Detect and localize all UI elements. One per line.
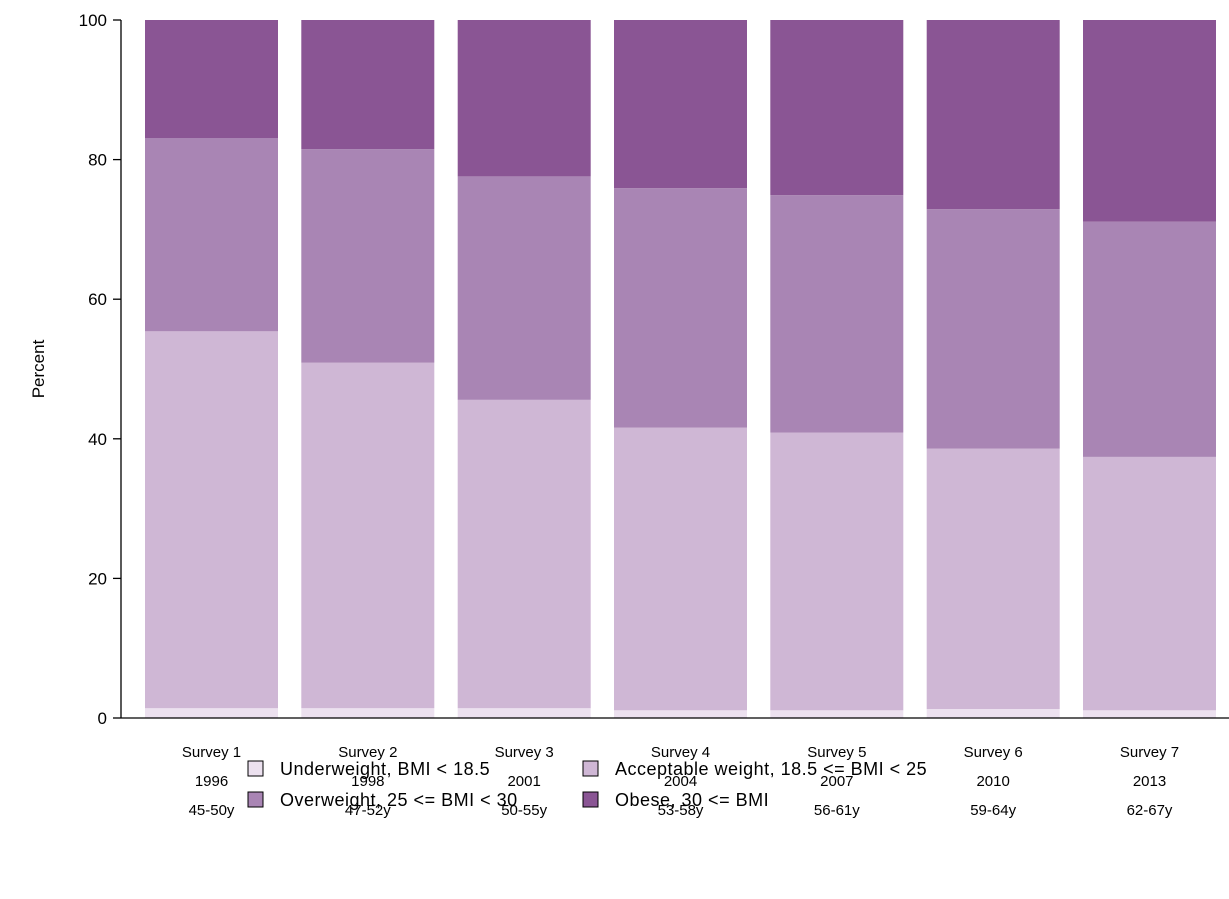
x-label-7-line-3: 62-67y	[1127, 802, 1173, 819]
y-tick-label-60: 60	[88, 290, 107, 309]
bar-segment-s3-c1	[145, 138, 278, 332]
legend-swatch-4	[582, 791, 599, 808]
bar-segment-s2-c5	[770, 432, 904, 711]
y-tick-label-0: 0	[98, 709, 107, 728]
x-label-4-line-3: 53-58y	[658, 802, 704, 819]
bar-segment-s4-c1	[145, 20, 278, 138]
bars-group	[145, 20, 1216, 718]
bar-segment-s4-c4	[614, 20, 747, 189]
bar-segment-s2-c4	[614, 427, 747, 711]
x-label-1-line-1: Survey 1	[182, 744, 241, 761]
bar-segment-s3-c3	[457, 176, 591, 400]
bar-segment-s4-c5	[770, 20, 904, 196]
bar-segment-s4-c6	[926, 20, 1060, 210]
y-tick-label-80: 80	[88, 151, 107, 170]
y-tick-label-20: 20	[88, 569, 107, 588]
legend-label-3: Overweight, 25 <= BMI < 30	[280, 790, 518, 810]
legend: Underweight, BMI < 18.5 Acceptable weight…	[247, 759, 927, 810]
x-axis-labels: Survey 1 1996 45-50y Survey 2 1998 47-52y Surv…	[182, 744, 1179, 819]
x-label-5-line-2: 2007	[820, 773, 853, 790]
legend-swatch-1	[247, 760, 264, 777]
bar-segment-s2-c1	[145, 331, 278, 709]
legend-swatch-3	[247, 791, 264, 808]
bar-segment-s2-c2	[301, 362, 435, 709]
legend-label-1: Underweight, BMI < 18.5	[280, 759, 490, 779]
x-label-2-line-3: 47-52y	[345, 802, 391, 819]
x-label-6-line-3: 59-64y	[970, 802, 1016, 819]
x-label-3-line-3: 50-55y	[501, 802, 547, 819]
x-label-7-line-2: 2013	[1133, 773, 1166, 790]
x-label-6-line-1: Survey 6	[964, 744, 1023, 761]
x-label-5-line-1: Survey 5	[807, 744, 866, 761]
bar-segment-s3-c7	[1083, 221, 1216, 457]
bar-segment-s4-c3	[457, 20, 591, 177]
bar-segment-s1-c6	[926, 708, 1060, 718]
x-label-4-line-1: Survey 4	[651, 744, 710, 761]
bar-segment-s1-c1	[145, 708, 278, 718]
x-label-1-line-3: 45-50y	[189, 802, 235, 819]
bar-segment-s3-c4	[614, 188, 747, 428]
legend-label-2: Acceptable weight, 18.5 <= BMI < 25	[615, 759, 927, 779]
bar-segment-s1-c4	[614, 710, 747, 718]
x-label-7-line-1: Survey 7	[1120, 744, 1179, 761]
x-label-4-line-2: 2004	[664, 773, 697, 790]
x-label-5-line-3: 56-61y	[814, 802, 860, 819]
x-label-2-line-2: 1998	[351, 773, 384, 790]
bar-segment-s4-c7	[1083, 20, 1216, 222]
legend-swatch-2	[582, 760, 599, 777]
x-label-3-line-2: 2001	[507, 773, 540, 790]
y-tick-label-40: 40	[88, 430, 107, 449]
x-label-1-line-2: 1996	[195, 773, 228, 790]
bar-segment-s2-c3	[457, 399, 591, 709]
legend-label-4: Obese, 30 <= BMI	[615, 790, 769, 810]
bar-segment-s3-c6	[926, 209, 1060, 449]
x-label-6-line-2: 2010	[976, 773, 1009, 790]
bar-segment-s1-c5	[770, 710, 904, 718]
y-axis-title: Percent	[29, 339, 48, 398]
x-label-2-line-1: Survey 2	[338, 744, 397, 761]
bar-segment-s2-c6	[926, 448, 1060, 709]
axes-group: 0 20 40 60 80 100	[79, 11, 1229, 728]
bar-segment-s2-c7	[1083, 456, 1216, 711]
bar-segment-s1-c7	[1083, 710, 1216, 718]
y-tick-label-100: 100	[79, 11, 107, 30]
bar-segment-s4-c2	[301, 20, 435, 150]
x-label-3-line-1: Survey 3	[495, 744, 554, 761]
bar-segment-s3-c2	[301, 149, 435, 363]
bar-segment-s1-c2	[301, 708, 435, 718]
bar-segment-s3-c5	[770, 195, 904, 433]
bar-segment-s1-c3	[457, 708, 591, 718]
